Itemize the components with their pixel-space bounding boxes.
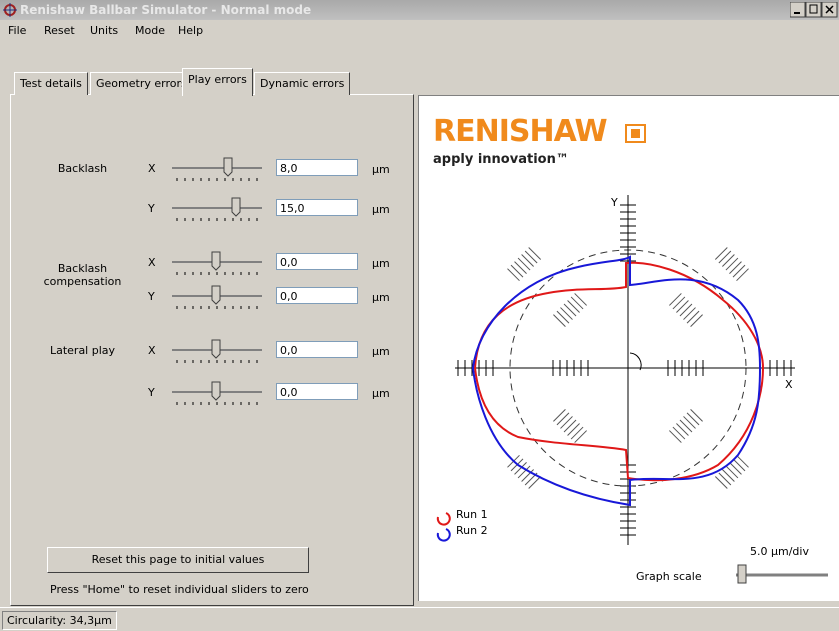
axis-label: X xyxy=(148,256,156,269)
menu-item[interactable]: Reset xyxy=(44,24,75,37)
unit-label: µm xyxy=(372,257,390,270)
menu-item[interactable]: File xyxy=(8,24,27,37)
slider[interactable] xyxy=(170,380,266,408)
legend-entry: Run 1 xyxy=(456,508,488,521)
tab[interactable]: Dynamic errors xyxy=(254,72,351,95)
slider[interactable] xyxy=(170,250,266,278)
tab[interactable]: Play errors xyxy=(182,68,253,96)
logo-mark xyxy=(625,124,646,143)
tagline: apply innovation™ xyxy=(433,152,569,167)
title-bar: Renishaw Ballbar Simulator - Normal mode xyxy=(0,0,839,20)
direction-arrow xyxy=(629,352,642,371)
slider[interactable] xyxy=(170,284,266,312)
axis-label: Y xyxy=(148,202,155,215)
x-axis-label: X xyxy=(785,378,793,391)
y-axis-label: Y xyxy=(610,196,618,209)
legend-entry: Run 2 xyxy=(456,524,488,537)
menu-item[interactable]: Help xyxy=(178,24,204,37)
scale-label: 5.0 µm/div xyxy=(750,545,809,558)
axis-label: X xyxy=(148,344,156,357)
slider[interactable] xyxy=(170,156,266,184)
menu-item[interactable]: Units xyxy=(90,24,119,37)
menu-item[interactable]: Mode xyxy=(135,24,165,37)
group-label: Backlash xyxy=(57,162,108,175)
group-label: Lateral play xyxy=(49,344,116,357)
tab[interactable]: Geometry errors xyxy=(90,72,193,95)
value-input[interactable]: 15,0 xyxy=(276,199,358,216)
group-label: Backlash compensation xyxy=(43,262,122,288)
axis-label: X xyxy=(148,162,156,175)
ballbar-plot: X Y Run 1 Run 2 5.0 µm/div Graph scale xyxy=(436,195,828,584)
unit-label: µm xyxy=(372,345,390,358)
unit-label: µm xyxy=(372,291,390,304)
axis-label: Y xyxy=(148,290,155,303)
run-1-icon xyxy=(436,512,451,526)
reset-button[interactable]: Reset this page to initial values xyxy=(47,547,309,573)
value-input[interactable]: 0,0 xyxy=(276,341,358,358)
tab[interactable]: Test details xyxy=(14,72,88,95)
app-icon xyxy=(3,3,17,17)
status-bar: Circularity: 34,3µm xyxy=(0,607,839,631)
graph-scale-thumb[interactable] xyxy=(737,564,747,584)
brand-logo: RENISHAW xyxy=(433,114,608,149)
value-input[interactable]: 0,0 xyxy=(276,287,358,304)
run-2-icon xyxy=(436,528,451,542)
window-title: Renishaw Ballbar Simulator - Normal mode xyxy=(20,3,312,17)
unit-label: µm xyxy=(372,163,390,176)
hint-text: Press "Home" to reset individual sliders… xyxy=(50,583,309,596)
run-2-curve xyxy=(471,255,762,507)
window-controls[interactable] xyxy=(790,2,839,18)
graph-scale-label: Graph scale xyxy=(636,570,702,583)
unit-label: µm xyxy=(372,387,390,400)
unit-label: µm xyxy=(372,203,390,216)
slider[interactable] xyxy=(170,196,266,224)
slider[interactable] xyxy=(170,338,266,366)
status-text: Circularity: 34,3µm xyxy=(2,611,117,630)
axis-label: Y xyxy=(148,386,155,399)
value-input[interactable]: 0,0 xyxy=(276,253,358,270)
value-input[interactable]: 0,0 xyxy=(276,383,358,400)
axis-ticks xyxy=(457,204,792,536)
value-input[interactable]: 8,0 xyxy=(276,159,358,176)
run-1-curve xyxy=(473,261,765,482)
